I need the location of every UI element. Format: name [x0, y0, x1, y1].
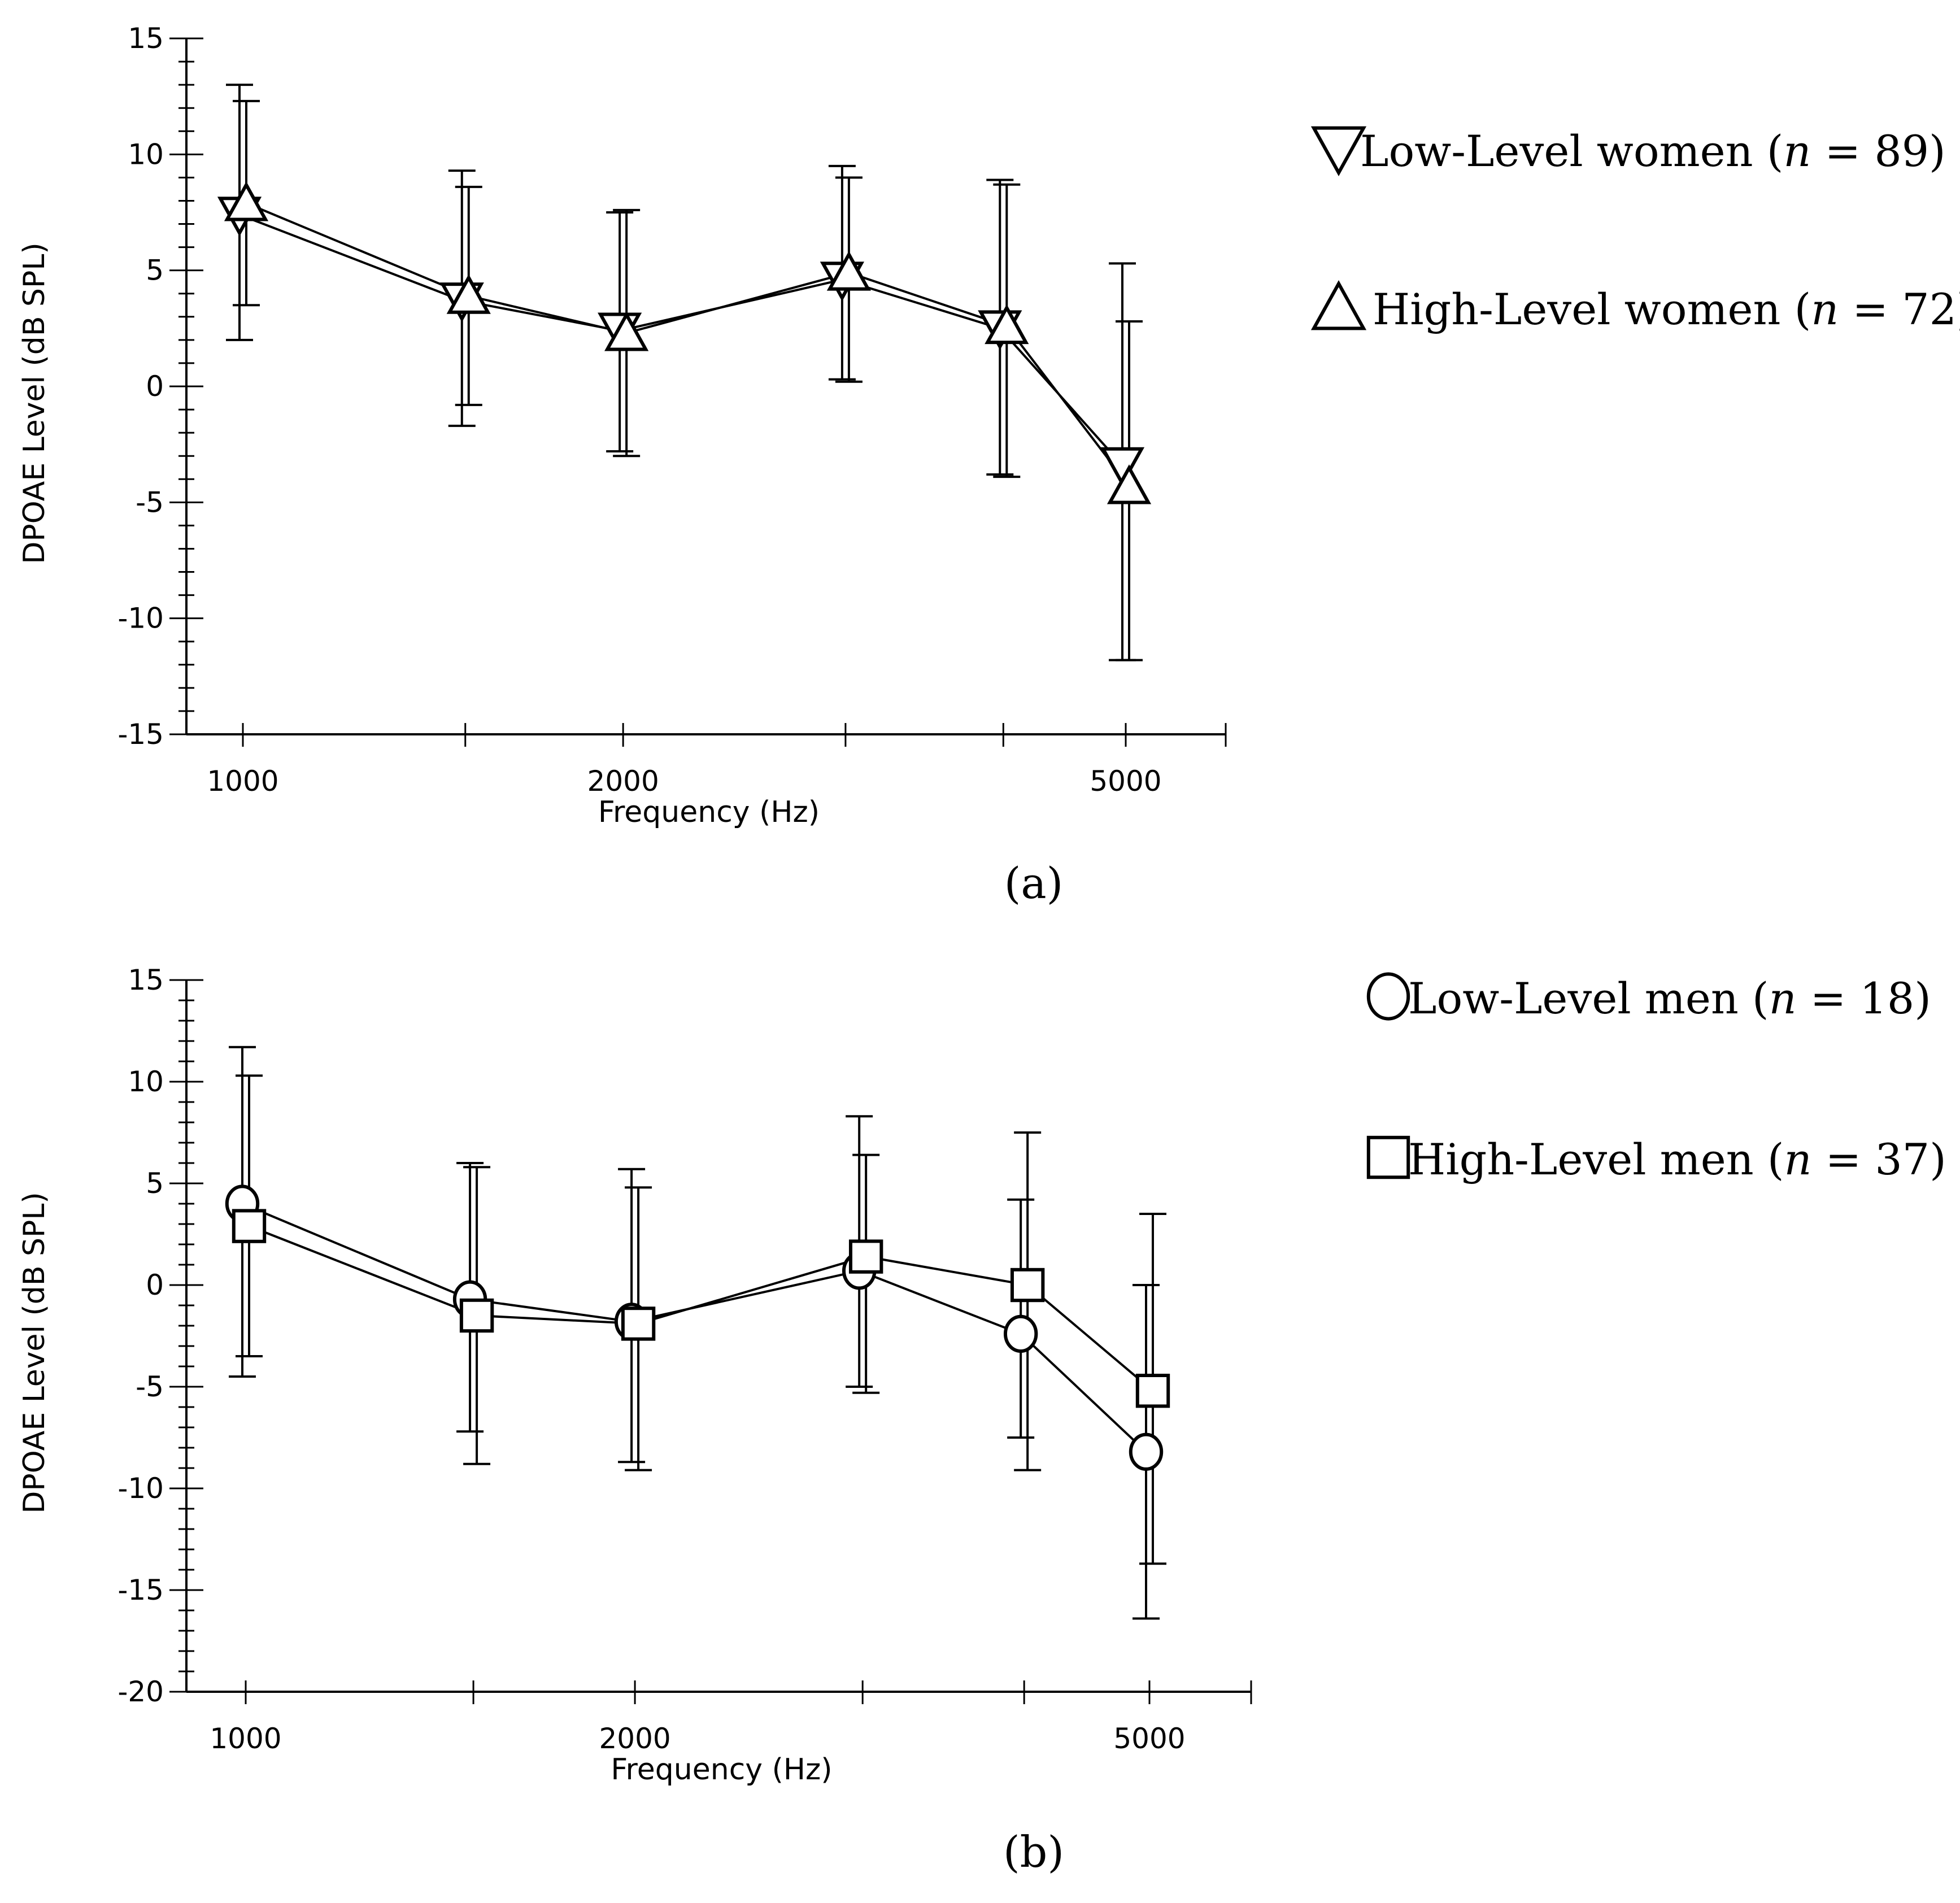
legend-marker-triangle-down-icon — [1310, 126, 1367, 176]
legend-label: High-Level women ( — [1373, 284, 1811, 334]
y-tick-label: -15 — [117, 718, 164, 751]
y-tick-label: 15 — [128, 22, 164, 55]
legend-label: Low-Level men ( — [1408, 973, 1769, 1024]
x-tick-label: 1000 — [207, 765, 278, 798]
legend-marker-circle-icon — [1366, 972, 1410, 1021]
data-point-marker — [232, 1209, 267, 1243]
data-point-marker — [224, 181, 269, 221]
y-tick-label: -10 — [117, 602, 164, 635]
data-point-marker — [459, 1298, 494, 1333]
series-line — [242, 1203, 1147, 1453]
y-tick-label: -10 — [117, 1472, 164, 1505]
data-point-marker — [1010, 1268, 1045, 1303]
legend-entry: Low-Level men (n = 18) — [1408, 973, 1931, 1024]
data-point-marker — [1129, 1432, 1164, 1471]
legend-count: = 18) — [1797, 973, 1931, 1024]
y-tick-label: 5 — [146, 254, 164, 287]
legend-marker-square-icon — [1366, 1135, 1410, 1179]
legend-entry: Low-Level women (n = 89) — [1360, 126, 1946, 176]
data-point-marker — [604, 311, 649, 351]
y-axis-title: DPOAE Level (dB SPL) — [18, 242, 51, 564]
legend-n-symbol: n — [1783, 126, 1811, 176]
x-axis-title: Frequency (Hz) — [611, 1753, 832, 1787]
y-tick-label: -15 — [117, 1574, 164, 1606]
legend-marker-triangle-up-icon — [1310, 280, 1367, 330]
data-point-marker — [985, 304, 1029, 345]
legend-n-symbol: n — [1811, 284, 1839, 334]
x-tick-label: 5000 — [1090, 765, 1161, 798]
data-point-marker — [1107, 464, 1152, 504]
series-line — [246, 202, 1130, 487]
y-tick-label: 15 — [128, 964, 164, 996]
y-tick-label: -20 — [117, 1675, 164, 1708]
data-point-marker — [848, 1239, 883, 1274]
panel-label: (b) — [1003, 1827, 1064, 1877]
data-point-marker — [1100, 447, 1145, 487]
legend-count: = 37) — [1811, 1134, 1946, 1185]
y-tick-label: -5 — [136, 486, 164, 519]
chart-panel-b: 15 10 5 0 -5 -10 -15 -20 1000 2000 5000 Frequency (… — [18, 964, 1946, 1877]
x-tick-label: 2000 — [599, 1722, 670, 1755]
panel-label: (a) — [1004, 858, 1064, 908]
x-axis-title: Frequency (Hz) — [598, 795, 820, 829]
x-tick-label: 5000 — [1113, 1722, 1185, 1755]
y-tick-label: 10 — [128, 138, 164, 171]
data-point-marker — [621, 1307, 656, 1341]
y-tick-label: 0 — [146, 1269, 164, 1301]
data-point-marker — [826, 251, 872, 291]
x-tick-label: 1000 — [210, 1722, 281, 1755]
series-line — [249, 1225, 1154, 1392]
y-tick-label: 10 — [128, 1065, 164, 1098]
legend-label: Low-Level women ( — [1360, 126, 1783, 176]
x-tick-label: 2000 — [587, 765, 659, 798]
y-tick-label: -5 — [136, 1370, 164, 1403]
data-point-marker — [1135, 1374, 1170, 1408]
legend-entry: High-Level women (n = 72) — [1373, 284, 1960, 334]
y-tick-label: 5 — [146, 1167, 164, 1200]
chart-panel-a: 15 10 5 0 -5 -10 -15 1000 2000 5000 Frequency (Hz)… — [18, 22, 1960, 908]
data-point-marker — [446, 274, 491, 314]
legend-n-symbol: n — [1769, 973, 1797, 1024]
legend-count: = 89) — [1811, 126, 1945, 176]
legend-entry: High-Level men (n = 37) — [1408, 1134, 1946, 1185]
legend-n-symbol: n — [1784, 1134, 1811, 1185]
data-point-marker — [1003, 1314, 1038, 1353]
y-tick-label: 0 — [146, 370, 164, 403]
y-axis-title: DPOAE Level (dB SPL) — [18, 1192, 51, 1513]
legend-label: High-Level men ( — [1408, 1134, 1784, 1185]
legend-count: = 72) — [1839, 284, 1960, 334]
